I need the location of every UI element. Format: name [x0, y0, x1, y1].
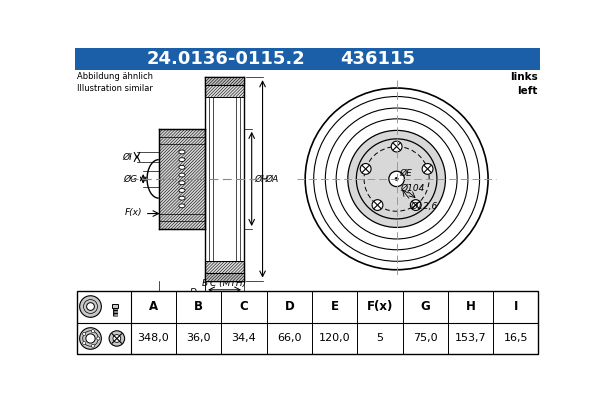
Bar: [205, 261, 244, 280]
Circle shape: [109, 331, 125, 346]
Circle shape: [83, 342, 86, 344]
Circle shape: [391, 141, 402, 152]
Text: D: D: [190, 288, 197, 298]
Bar: [77, 290, 538, 354]
Ellipse shape: [179, 181, 185, 185]
Text: 16,5: 16,5: [503, 334, 528, 344]
Text: B: B: [202, 279, 208, 288]
Bar: [158, 129, 205, 229]
Circle shape: [91, 330, 94, 333]
Circle shape: [80, 328, 101, 349]
Text: B: B: [194, 300, 203, 313]
Circle shape: [83, 332, 86, 336]
Text: ØA: ØA: [265, 174, 278, 183]
Text: ØE: ØE: [400, 168, 413, 177]
Circle shape: [372, 200, 383, 210]
Bar: [112, 304, 118, 308]
Ellipse shape: [179, 173, 185, 177]
Text: 348,0: 348,0: [137, 334, 169, 344]
Bar: [205, 273, 244, 280]
Text: I: I: [514, 300, 518, 313]
Bar: [205, 77, 244, 85]
Text: F(x): F(x): [367, 300, 393, 313]
Text: Abbildung ähnlich
Illustration similar: Abbildung ähnlich Illustration similar: [77, 72, 154, 93]
Circle shape: [80, 296, 101, 317]
Text: ØI: ØI: [122, 153, 131, 162]
Text: ØH: ØH: [254, 174, 268, 183]
Text: E: E: [331, 300, 338, 313]
Circle shape: [86, 334, 95, 343]
Text: Ø104: Ø104: [401, 184, 425, 193]
Bar: [205, 77, 244, 96]
Circle shape: [360, 164, 371, 174]
Bar: [205, 273, 244, 280]
Text: C: C: [239, 300, 248, 313]
Bar: [205, 261, 244, 280]
Bar: [205, 77, 244, 96]
Ellipse shape: [179, 196, 185, 200]
Text: 66,0: 66,0: [277, 334, 302, 344]
Text: F(x): F(x): [125, 208, 142, 217]
Circle shape: [348, 130, 445, 228]
Circle shape: [422, 164, 433, 174]
Circle shape: [113, 335, 121, 342]
Text: 34,4: 34,4: [232, 334, 256, 344]
Text: A: A: [149, 300, 158, 313]
Ellipse shape: [179, 158, 185, 162]
Text: 436115: 436115: [340, 50, 415, 68]
Bar: [205, 96, 244, 261]
Text: Ø12,6: Ø12,6: [410, 202, 438, 211]
Ellipse shape: [179, 188, 185, 192]
Circle shape: [91, 344, 94, 347]
Ellipse shape: [179, 150, 185, 154]
Text: D: D: [284, 300, 294, 313]
Bar: [205, 77, 244, 85]
Circle shape: [395, 177, 398, 180]
Text: 120,0: 120,0: [319, 334, 350, 344]
Circle shape: [97, 337, 100, 340]
Ellipse shape: [179, 166, 185, 169]
Text: G: G: [421, 300, 430, 313]
Text: ØG: ØG: [124, 174, 138, 183]
Text: 75,0: 75,0: [413, 334, 437, 344]
Text: 36,0: 36,0: [187, 334, 211, 344]
Circle shape: [389, 171, 404, 186]
Text: C (MTH): C (MTH): [211, 279, 247, 288]
Circle shape: [86, 303, 94, 310]
Text: 5: 5: [376, 334, 383, 344]
Text: links
left: links left: [510, 72, 538, 96]
Text: 153,7: 153,7: [455, 334, 487, 344]
Text: H: H: [466, 300, 475, 313]
Ellipse shape: [179, 204, 185, 208]
Bar: [75, 48, 540, 70]
Text: 24.0136-0115.2: 24.0136-0115.2: [147, 50, 305, 68]
Bar: [158, 129, 205, 229]
Circle shape: [410, 200, 421, 210]
